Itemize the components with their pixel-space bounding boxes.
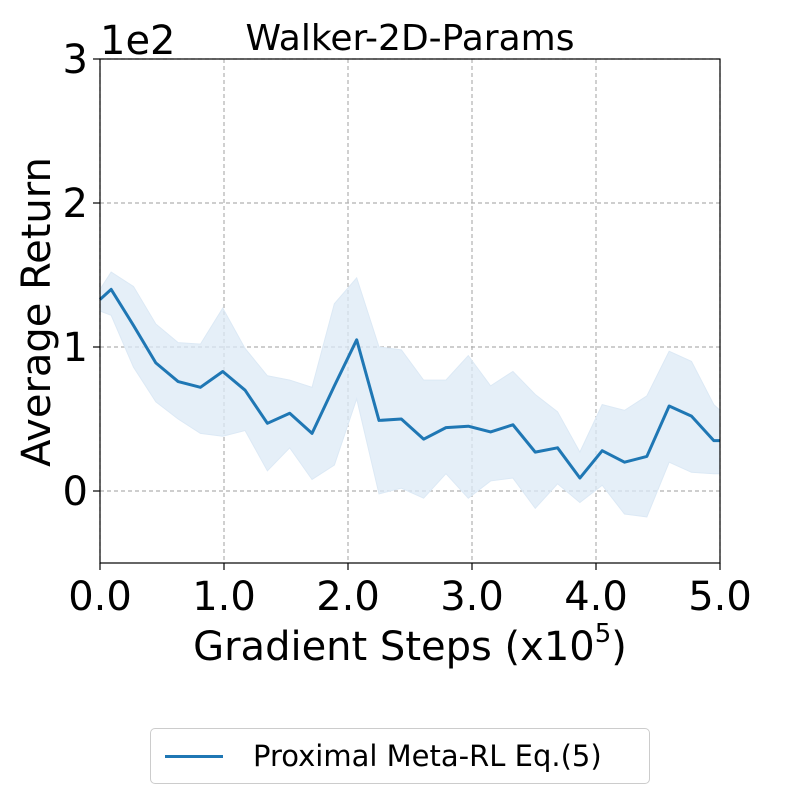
x-tick-label: 5.0 [688,574,752,620]
line-layer [98,287,720,480]
x-axis-label-close: ) [611,624,627,670]
band-layer [99,271,721,518]
legend: Proximal Meta-RL Eq.(5) [150,728,650,784]
y-tick-label: 3 [63,37,88,83]
y-scale-label: 1e2 [100,18,176,64]
x-tick-label: 0.0 [68,574,132,620]
x-axis-label-main: Gradient Steps (x10 [193,624,595,670]
ticks: 0.0 1.0 2.0 3.0 4.0 5.0 0 1 2 3 [63,37,752,620]
x-tick-label: 3.0 [440,574,504,620]
y-tick-label: 2 [63,181,88,227]
x-axis-label: Gradient Steps (x105) [193,619,627,670]
x-tick-label: 1.0 [192,574,256,620]
chart-title: Walker-2D-Params [245,18,574,59]
y-axis-label: Average Return [14,157,60,467]
y-tick-label: 0 [63,469,88,515]
series-line [98,287,720,480]
x-tick-label: 2.0 [316,574,380,620]
legend-label: Proximal Meta-RL Eq.(5) [253,739,602,773]
x-axis-label-exponent: 5 [595,619,612,649]
y-tick-label: 1 [63,325,88,371]
confidence-band [99,271,721,518]
legend-swatch [165,754,223,758]
x-tick-label: 4.0 [564,574,628,620]
plot-frame [99,58,721,564]
